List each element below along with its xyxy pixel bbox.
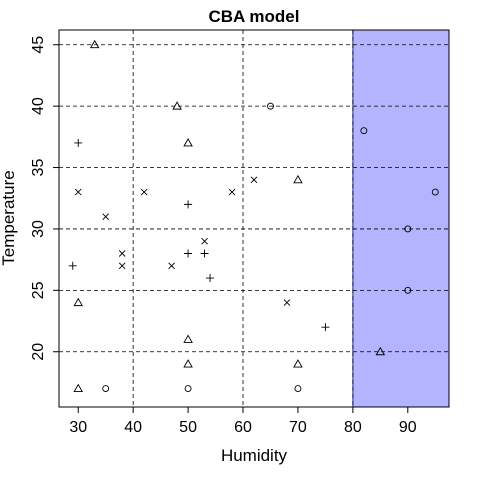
plus-point xyxy=(68,261,77,270)
circle-point xyxy=(267,102,274,110)
cross-point xyxy=(168,262,175,270)
circle-point xyxy=(431,188,439,196)
circle-point xyxy=(404,225,412,233)
triangle-point xyxy=(73,297,84,307)
cross-point xyxy=(250,176,258,184)
highlight-region xyxy=(352,29,450,408)
triangle-point xyxy=(183,138,193,147)
triangle-point xyxy=(293,359,303,368)
cross-point xyxy=(140,188,148,196)
highlight-region-layer xyxy=(352,29,450,408)
y-tick-label: 40 xyxy=(30,97,47,115)
plus-point xyxy=(206,274,215,283)
triangle-point xyxy=(73,383,84,393)
grid-layer xyxy=(59,30,449,407)
circle-point xyxy=(404,286,412,294)
x-tick-label: 90 xyxy=(399,419,417,436)
triangle-point xyxy=(183,334,193,343)
plus-point xyxy=(184,249,193,258)
circle-point xyxy=(294,385,302,393)
y-tick-label: 30 xyxy=(30,220,47,238)
circle-point xyxy=(184,385,192,393)
triangle-point xyxy=(172,101,182,110)
cross-point xyxy=(283,299,291,306)
plus-point xyxy=(74,138,83,147)
circle-point xyxy=(360,127,368,135)
x-tick-label: 30 xyxy=(69,419,87,436)
points-layer xyxy=(68,39,439,393)
x-axis: 30 40 50 60 70 80 90 xyxy=(69,407,417,436)
triangle-point xyxy=(375,346,386,356)
y-tick-label: 45 xyxy=(30,36,47,54)
y-tick-label: 25 xyxy=(30,281,47,299)
x-tick-label: 70 xyxy=(289,419,307,436)
cross-point xyxy=(74,188,82,196)
x-axis-label: Humidity xyxy=(221,446,288,465)
x-tick-label: 60 xyxy=(234,419,252,436)
plus-point xyxy=(200,249,209,258)
cross-point xyxy=(201,237,208,245)
plus-point xyxy=(184,200,193,209)
y-axis-label: Temperature xyxy=(0,170,18,265)
x-tick-label: 80 xyxy=(344,419,362,436)
y-tick-label: 20 xyxy=(30,343,47,361)
cross-point xyxy=(228,188,236,196)
plot-frame xyxy=(58,29,450,408)
plus-point xyxy=(321,323,330,332)
triangle-point xyxy=(293,174,303,184)
x-tick-label: 50 xyxy=(179,419,197,436)
circle-point xyxy=(102,385,110,393)
cross-point xyxy=(118,262,126,270)
y-axis: 20 25 30 35 40 45 xyxy=(30,36,59,361)
triangle-point xyxy=(183,359,193,368)
cross-point xyxy=(102,213,110,220)
cross-point xyxy=(118,250,126,257)
x-tick-label: 40 xyxy=(124,419,142,436)
chart-title: CBA model xyxy=(209,7,300,26)
triangle-point xyxy=(89,39,100,49)
y-tick-label: 35 xyxy=(30,159,47,177)
